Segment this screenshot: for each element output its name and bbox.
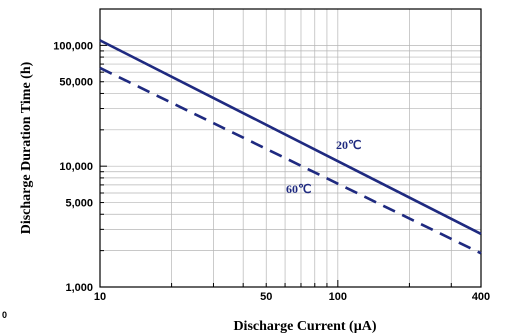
y-tick-label: 1,000 xyxy=(65,282,93,294)
y-tick-label: 10,000 xyxy=(59,161,93,173)
y-tick-label: 100,000 xyxy=(53,40,93,52)
series-label: 20℃ xyxy=(336,138,361,152)
x-tick-label: 10 xyxy=(94,291,106,303)
y-tick-labels: 100,000 50,000 10,000 5,000 1,000 xyxy=(53,40,93,294)
corner-label: 0 xyxy=(2,310,7,320)
series-lines xyxy=(99,39,482,255)
plot-frame xyxy=(99,8,482,288)
series-label: 60℃ xyxy=(286,182,311,196)
x-tick-labels: 10 50 100 400 xyxy=(94,291,490,303)
grid-lines xyxy=(99,8,482,288)
y-tick-label: 50,000 xyxy=(59,77,93,89)
x-tick-label: 400 xyxy=(472,291,490,303)
series-line-60c xyxy=(99,66,482,255)
x-axis-title: Discharge Current (µA) xyxy=(233,319,376,334)
series-labels: 20℃ 60℃ xyxy=(286,138,361,196)
tick-marks xyxy=(99,8,482,288)
y-tick-label: 5,000 xyxy=(65,198,93,210)
series-line-20c xyxy=(99,39,482,236)
x-tick-label: 100 xyxy=(329,291,347,303)
x-tick-label: 50 xyxy=(260,291,272,303)
y-axis-title: Discharge Duration Time (h) xyxy=(19,61,34,234)
